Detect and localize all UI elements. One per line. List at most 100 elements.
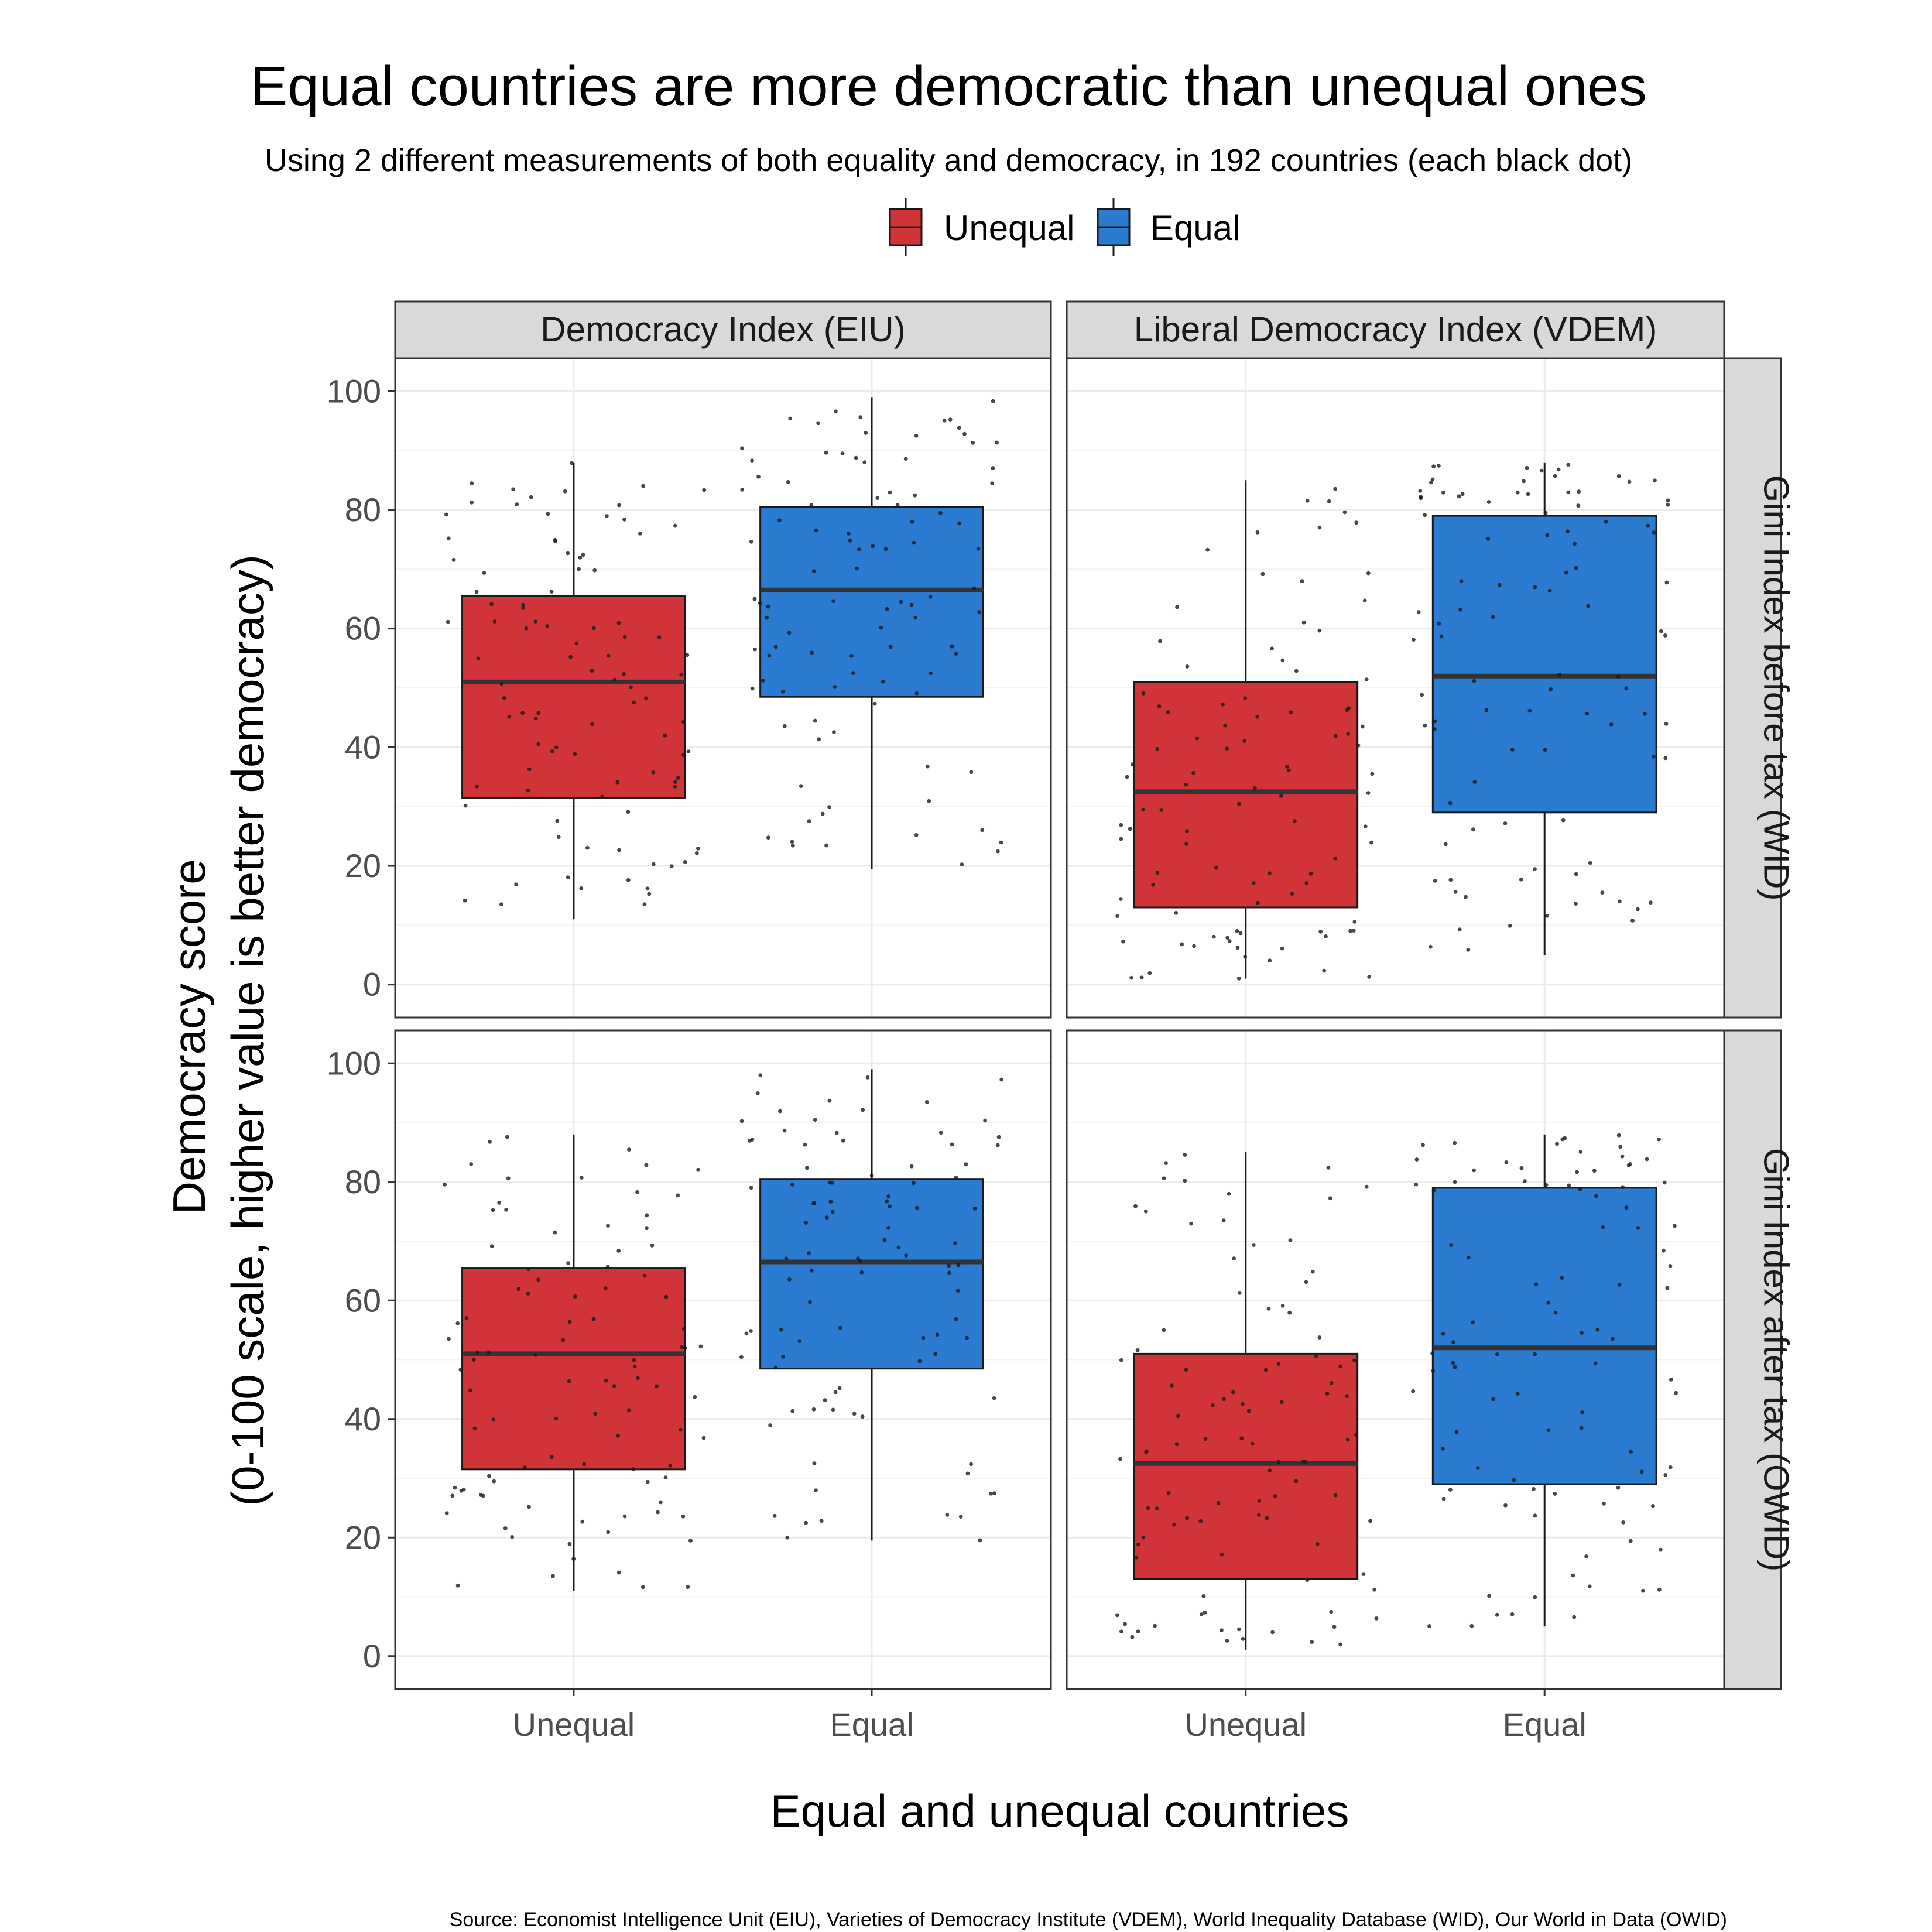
data-point <box>995 440 999 445</box>
legend-item-unequal: Unequal <box>889 198 1075 256</box>
data-point <box>1157 704 1162 708</box>
data-point <box>1360 724 1365 729</box>
data-point <box>1300 579 1304 584</box>
data-point <box>748 1138 752 1143</box>
data-point <box>1287 768 1291 773</box>
data-point <box>606 1224 610 1228</box>
data-point <box>1318 929 1323 934</box>
data-point <box>1305 1578 1310 1582</box>
data-point <box>1352 920 1357 924</box>
data-point <box>833 685 837 689</box>
data-point <box>1533 1595 1537 1599</box>
data-point <box>1118 897 1123 901</box>
data-point <box>840 451 845 456</box>
data-point <box>1527 708 1532 713</box>
data-point <box>546 512 550 516</box>
data-point <box>1162 1176 1166 1180</box>
data-point <box>1317 628 1322 633</box>
data-point <box>1185 829 1189 833</box>
data-point <box>1317 525 1322 530</box>
data-point <box>991 466 995 471</box>
data-point <box>673 780 677 784</box>
data-point <box>511 487 515 492</box>
data-point <box>915 1205 919 1210</box>
data-point <box>1374 1616 1379 1621</box>
data-point <box>830 1180 834 1185</box>
data-point <box>679 672 684 677</box>
data-point <box>1584 1554 1588 1558</box>
data-point <box>638 531 642 536</box>
data-point <box>909 1164 914 1169</box>
data-point <box>827 805 831 809</box>
data-point <box>644 696 648 701</box>
data-point <box>545 624 550 628</box>
data-point <box>1574 566 1578 570</box>
data-point <box>904 1253 909 1258</box>
data-point <box>657 635 662 640</box>
data-point <box>1657 1137 1661 1142</box>
data-point <box>744 1331 749 1336</box>
column-strip-label: Democracy Index (EIU) <box>540 310 906 349</box>
data-point <box>1220 1553 1224 1557</box>
data-point <box>1333 487 1338 491</box>
data-point <box>585 845 590 850</box>
data-point <box>526 788 530 793</box>
data-point <box>1305 498 1310 503</box>
data-point <box>1184 1368 1188 1372</box>
data-point <box>899 600 903 604</box>
data-point <box>1333 1493 1338 1498</box>
data-point <box>954 1175 958 1180</box>
data-point <box>1345 1437 1350 1442</box>
data-point <box>1471 827 1475 832</box>
data-point <box>488 1140 492 1144</box>
data-point <box>972 1206 977 1211</box>
data-point <box>885 607 889 611</box>
data-point <box>758 1073 763 1078</box>
data-point <box>1276 1362 1281 1366</box>
data-point <box>1508 924 1512 928</box>
data-point <box>1185 1516 1189 1520</box>
data-point <box>573 1294 577 1299</box>
data-point <box>837 1386 842 1390</box>
data-point <box>645 1213 649 1218</box>
data-point <box>1448 878 1453 882</box>
data-point <box>1448 1488 1453 1492</box>
data-point <box>1276 1460 1281 1464</box>
data-point <box>683 860 687 864</box>
data-point <box>1221 1218 1226 1223</box>
data-point <box>927 799 931 803</box>
data-point <box>1314 1354 1318 1358</box>
data-point <box>1544 1183 1549 1187</box>
data-point <box>753 647 757 652</box>
facet-panel <box>1066 357 1725 1019</box>
data-point <box>536 742 541 746</box>
data-point <box>1429 480 1433 485</box>
data-point <box>1431 464 1436 469</box>
data-point <box>514 882 518 887</box>
data-point <box>828 1200 833 1204</box>
data-point <box>1666 502 1670 507</box>
data-point <box>1144 1449 1149 1454</box>
boxplot-unequal <box>1133 480 1359 979</box>
data-point <box>827 1098 832 1103</box>
data-point <box>1431 1369 1436 1373</box>
data-point <box>925 764 930 769</box>
data-point <box>443 1182 447 1187</box>
data-point <box>809 1268 814 1273</box>
data-point <box>524 626 529 631</box>
data-point <box>590 669 594 673</box>
data-point <box>1519 1166 1524 1170</box>
data-point <box>529 495 533 499</box>
legend: Unequal Equal <box>889 198 1240 256</box>
data-point <box>696 846 700 851</box>
data-point <box>642 1273 647 1278</box>
data-point <box>816 421 820 426</box>
data-point <box>1345 1394 1349 1399</box>
data-point <box>632 1358 636 1362</box>
data-point <box>1191 770 1195 775</box>
data-point <box>807 819 811 823</box>
boxplot-unequal <box>1133 1152 1359 1650</box>
data-point <box>1220 1628 1224 1633</box>
data-point <box>647 892 652 896</box>
data-point <box>1237 1627 1241 1632</box>
